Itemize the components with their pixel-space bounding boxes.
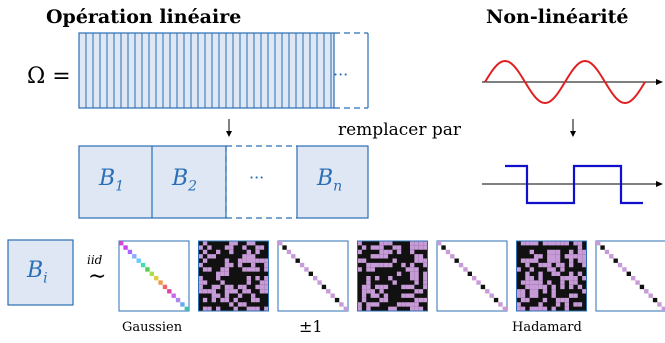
tilde-symbol: ∼	[88, 264, 107, 289]
block-bn-label: Bn	[317, 166, 343, 195]
bi-block	[7, 239, 74, 306]
matrix-thumbnail-3	[277, 240, 349, 312]
matrix-thumbnail-7	[595, 240, 665, 312]
omega-ellipsis: ···	[333, 65, 349, 84]
matrix-thumbnails	[118, 240, 665, 312]
matrix-thumbnail-2	[198, 240, 269, 312]
matrix-thumbnail-1	[118, 240, 190, 312]
linear-operation-header: Opération linéaire	[46, 6, 242, 28]
square-curve	[505, 164, 643, 205]
omega-label: Ω =	[27, 64, 71, 89]
square-wave-plot	[482, 164, 663, 205]
block-b2-label: B2	[172, 166, 198, 195]
sine-wave-plot	[482, 59, 663, 105]
hadamard-label: Hadamard	[512, 320, 582, 335]
down-arrow-left	[226, 119, 232, 137]
plus-minus-one-label: ±1	[299, 317, 323, 336]
nonlinearity-header: Non-linéarité	[486, 6, 629, 28]
gaussian-label: Gaussien	[122, 320, 183, 335]
matrix-thumbnail-4	[357, 240, 428, 312]
omega-matrix	[78, 32, 369, 109]
matrix-thumbnail-6	[516, 240, 587, 312]
block-ellipsis: ···	[249, 168, 265, 187]
omega-stripes	[85, 33, 332, 108]
bi-label: Bi	[27, 258, 48, 287]
block-row	[78, 145, 369, 219]
sine-curve	[484, 59, 646, 105]
block-b1-label: B1	[99, 166, 125, 195]
replace-by-label: remplacer par	[338, 120, 462, 140]
matrix-thumbnail-5	[436, 240, 508, 312]
iid-label: iid	[87, 253, 103, 267]
down-arrow-right	[570, 119, 576, 137]
